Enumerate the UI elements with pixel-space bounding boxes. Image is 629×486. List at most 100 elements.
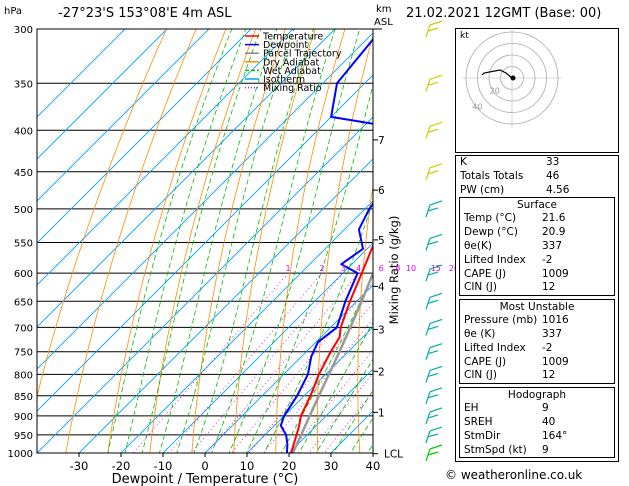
dry-adiabat xyxy=(65,29,197,453)
km-tick-label: LCL xyxy=(384,449,403,461)
isotherm xyxy=(37,116,373,453)
barb-flag xyxy=(427,372,439,377)
barb-flag xyxy=(427,451,439,456)
isotherm xyxy=(37,29,294,286)
surface-value: 12 xyxy=(542,281,556,294)
km-tick-label: 3 xyxy=(378,324,385,336)
isotherm xyxy=(120,200,373,453)
pressure-tick-label: 700 xyxy=(14,323,33,334)
hodograph-stats-section: Hodograph EH 9 SREH 40 StmDir 164° StmSpd (kt)… xyxy=(459,387,615,459)
barb-flag xyxy=(429,292,443,298)
isotherm xyxy=(37,29,336,328)
pressure-tick-label: 950 xyxy=(14,431,33,442)
mixing-ratio-label: 20 xyxy=(449,264,459,273)
isotherm xyxy=(162,242,373,453)
wet-adiabat xyxy=(124,29,247,453)
pressure-tick-label: 300 xyxy=(14,25,33,36)
surface-rows: Temp (°C) 21.6 Dewp (°C) 20.9 θe(K) 337 Lifted… xyxy=(460,212,614,295)
legend-label: Temperature xyxy=(262,32,323,43)
pressure-tick-label: 400 xyxy=(14,126,33,137)
mixing-ratio-label: 6 xyxy=(379,264,384,273)
barb-flag xyxy=(427,271,439,276)
barb-flag xyxy=(427,128,439,133)
wet-adiabat xyxy=(228,29,361,453)
legend-label: Wet Adiabat xyxy=(263,66,321,77)
most-unstable-row: Pressure (mb) 1016 xyxy=(460,314,614,328)
legend-label: Mixing Ratio xyxy=(263,83,322,94)
temperature-tick-label: 0 xyxy=(201,459,208,473)
hodograph-stat-label: StmSpd (kt) xyxy=(464,443,527,456)
wind-barb xyxy=(425,407,443,425)
surface-label: θe(K) xyxy=(464,239,492,252)
hodograph-box: kt xyxy=(455,28,619,153)
mixing-ratio-label: 4 xyxy=(356,264,361,273)
series-parcel-trajectory xyxy=(291,269,373,453)
wind-barb xyxy=(425,426,443,444)
temperature-tick-label: 30 xyxy=(324,459,339,473)
barb-flag xyxy=(427,81,439,86)
wind-barb xyxy=(425,444,443,462)
isotherm xyxy=(78,158,373,453)
isotherm xyxy=(37,29,252,244)
most-unstable-label: CAPE (J) xyxy=(464,355,507,368)
most-unstable-label: θe (K) xyxy=(464,327,496,340)
most-unstable-rows: Pressure (mb) 1016 θe (K) 337 Lifted Index -2… xyxy=(460,314,614,383)
hodograph-stat-label: EH xyxy=(464,402,479,415)
datetime-title: 21.02.2021 12GMT (Base: 00) xyxy=(406,6,602,21)
surface-label: Lifted Index xyxy=(464,253,526,266)
barb-flag xyxy=(427,240,439,246)
mixing-ratio-label: 3 xyxy=(341,264,346,273)
most-unstable-label: CIN (J) xyxy=(464,369,497,382)
index-label: PW (cm) xyxy=(460,183,505,196)
wind-barb xyxy=(425,121,443,139)
hodograph-stat-label: SREH xyxy=(464,415,493,428)
hodograph-ring-label: 20 xyxy=(490,87,500,96)
pressure-tick-label: 900 xyxy=(14,412,33,423)
legend-label: Isotherm xyxy=(263,75,305,86)
mixing-ratio-label: 15 xyxy=(431,264,441,273)
km-tick-label: 7 xyxy=(378,135,385,147)
most-unstable-label: Lifted Index xyxy=(464,341,526,354)
wind-barb xyxy=(425,20,443,38)
surface-section: Surface Temp (°C) 21.6 Dewp (°C) 20.9 θe(K) 3… xyxy=(459,197,615,297)
km-tick-label: 4 xyxy=(378,281,385,293)
temperature-tick-label: 40 xyxy=(366,459,381,473)
isotherm xyxy=(37,29,168,160)
temperature-tick-label: -10 xyxy=(154,459,173,473)
barb-flag xyxy=(427,325,439,330)
dry-adiabat xyxy=(275,29,346,453)
barb-flag xyxy=(429,200,443,206)
dry-adiabat xyxy=(149,29,257,453)
barb-flag xyxy=(429,365,443,371)
pressure-tick-label: 800 xyxy=(14,370,33,381)
surface-row: CAPE (J) 1009 xyxy=(460,268,614,282)
hodograph-stat-value: 9 xyxy=(542,443,549,456)
wind-barb xyxy=(425,318,443,336)
surface-label: Temp (°C) xyxy=(464,212,517,225)
mixing-ratio-labels: 12346810152025 xyxy=(286,264,474,273)
dry-adiabat xyxy=(316,33,373,453)
index-row: Totals Totals 46 xyxy=(456,170,618,184)
hodograph-stats-rows: EH 9 SREH 40 StmDir 164° StmSpd (kt) 9 xyxy=(460,402,614,457)
surface-value: 337 xyxy=(542,239,563,252)
series-lines xyxy=(279,37,373,453)
wet-adiabat xyxy=(193,29,314,453)
pressure-tick-label: 750 xyxy=(14,348,33,359)
wind-barb xyxy=(425,264,443,282)
most-unstable-row: θe (K) 337 xyxy=(460,328,614,342)
wet-adiabat xyxy=(176,29,295,453)
hodograph-unit: kt xyxy=(460,31,469,41)
barb-flag xyxy=(427,433,439,438)
barb-flag xyxy=(427,414,439,419)
isotherm xyxy=(204,284,373,453)
surface-row: Temp (°C) 21.6 xyxy=(460,212,614,226)
axes: 3003504004505005506006507007508008509009… xyxy=(8,25,404,486)
temperature-tick-label: -20 xyxy=(112,459,131,473)
pressure-tick-label: 1000 xyxy=(8,449,33,460)
dry-adiabat xyxy=(233,29,316,453)
barb-flag xyxy=(429,444,443,450)
wind-barb xyxy=(425,74,443,92)
index-label: Totals Totals xyxy=(460,169,524,182)
